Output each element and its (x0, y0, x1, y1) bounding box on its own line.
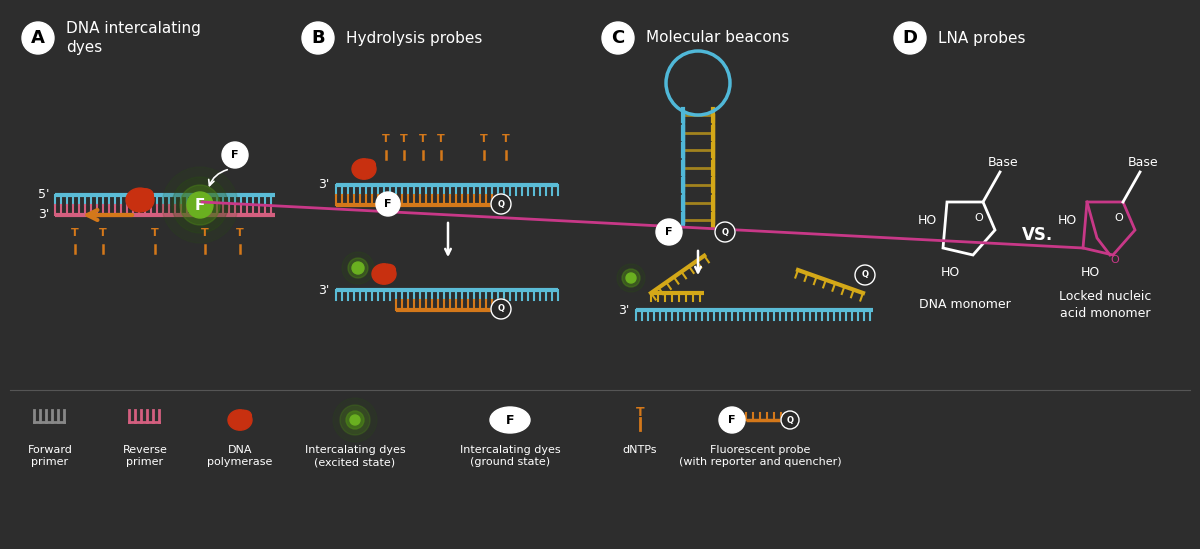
Text: Base: Base (988, 155, 1019, 169)
Circle shape (491, 299, 511, 319)
Ellipse shape (239, 411, 252, 421)
Text: O: O (1115, 213, 1123, 223)
Circle shape (719, 407, 745, 433)
Text: F: F (384, 199, 391, 209)
Text: LNA probes: LNA probes (938, 31, 1026, 46)
Circle shape (352, 262, 364, 274)
Circle shape (350, 415, 360, 425)
Text: F: F (194, 198, 205, 212)
Text: T: T (382, 134, 390, 144)
Text: dNTPs: dNTPs (623, 445, 658, 455)
Text: 3': 3' (318, 283, 329, 296)
Circle shape (376, 192, 400, 216)
Text: DNA intercalating
dyes: DNA intercalating dyes (66, 21, 200, 55)
Text: 3': 3' (618, 304, 629, 317)
Text: VS.: VS. (1022, 226, 1054, 244)
Circle shape (22, 22, 54, 54)
Text: B: B (311, 29, 325, 47)
Circle shape (162, 167, 238, 243)
Text: T: T (236, 228, 244, 238)
Circle shape (626, 273, 636, 283)
Circle shape (617, 264, 646, 292)
Text: Locked nucleic
acid monomer: Locked nucleic acid monomer (1058, 290, 1151, 320)
Text: Reverse
primer: Reverse primer (122, 445, 168, 467)
Text: Q: Q (498, 199, 504, 209)
Circle shape (894, 22, 926, 54)
Circle shape (781, 411, 799, 429)
Text: T: T (419, 134, 427, 144)
Circle shape (715, 222, 734, 242)
Text: T: T (502, 134, 510, 144)
Text: Fluorescent probe
(with reporter and quencher): Fluorescent probe (with reporter and que… (679, 445, 841, 467)
Circle shape (602, 22, 634, 54)
Text: Intercalating dyes
(ground state): Intercalating dyes (ground state) (460, 445, 560, 467)
Ellipse shape (126, 188, 154, 212)
Text: F: F (728, 415, 736, 425)
Text: T: T (400, 134, 408, 144)
Text: T: T (202, 228, 209, 238)
Circle shape (622, 269, 640, 287)
Ellipse shape (490, 407, 530, 433)
Circle shape (222, 142, 248, 168)
Text: A: A (31, 29, 44, 47)
Text: F: F (665, 227, 673, 237)
Text: Q: Q (721, 227, 728, 237)
Ellipse shape (362, 159, 376, 170)
Circle shape (180, 185, 220, 225)
Circle shape (172, 177, 228, 233)
Text: Molecular beacons: Molecular beacons (646, 31, 790, 46)
Ellipse shape (372, 264, 396, 284)
Text: F: F (505, 413, 515, 427)
Text: T: T (151, 228, 158, 238)
Circle shape (340, 405, 370, 435)
Text: Forward
primer: Forward primer (28, 445, 72, 467)
Text: F: F (232, 150, 239, 160)
Text: T: T (437, 134, 445, 144)
Text: T: T (71, 228, 79, 238)
Circle shape (348, 258, 368, 278)
Text: Base: Base (1128, 155, 1158, 169)
Circle shape (854, 265, 875, 285)
Text: HO: HO (917, 214, 937, 227)
Ellipse shape (382, 265, 396, 275)
Text: Intercalating dyes
(excited state): Intercalating dyes (excited state) (305, 445, 406, 467)
Text: 3': 3' (318, 178, 329, 192)
Ellipse shape (352, 159, 376, 179)
Text: O: O (1111, 255, 1120, 265)
Circle shape (302, 22, 334, 54)
Text: T: T (636, 406, 644, 418)
Text: HO: HO (941, 266, 960, 278)
Text: T: T (100, 228, 107, 238)
Circle shape (342, 252, 374, 284)
Text: C: C (611, 29, 625, 47)
Text: D: D (902, 29, 918, 47)
Text: 5': 5' (38, 188, 49, 201)
Ellipse shape (138, 189, 154, 201)
Text: T: T (480, 134, 488, 144)
Circle shape (656, 219, 682, 245)
Text: O: O (974, 213, 983, 223)
Text: DNA
polymerase: DNA polymerase (208, 445, 272, 467)
Text: DNA monomer: DNA monomer (919, 299, 1010, 311)
Text: Q: Q (786, 416, 793, 424)
Circle shape (346, 411, 364, 429)
Circle shape (491, 194, 511, 214)
Text: HO: HO (1080, 266, 1099, 278)
Ellipse shape (228, 410, 252, 430)
Text: Q: Q (498, 305, 504, 313)
Circle shape (334, 398, 377, 442)
Text: Hydrolysis probes: Hydrolysis probes (346, 31, 482, 46)
Text: Q: Q (862, 271, 869, 279)
Circle shape (187, 192, 214, 218)
Text: HO: HO (1057, 214, 1076, 227)
Text: 3': 3' (38, 209, 49, 221)
